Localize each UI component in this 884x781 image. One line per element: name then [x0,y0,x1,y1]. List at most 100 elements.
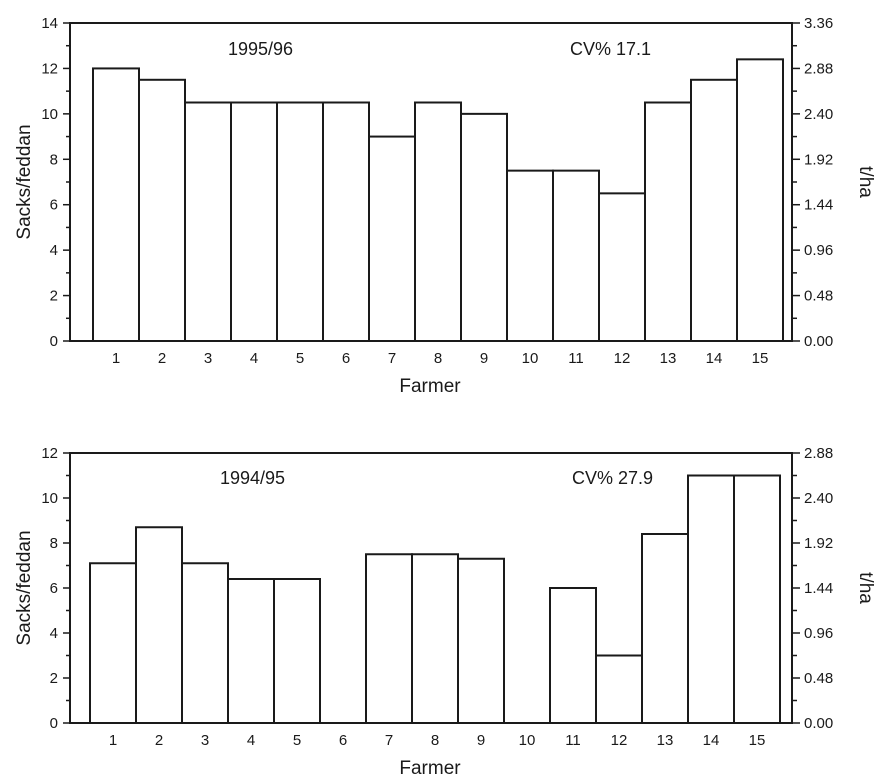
x-tick-label: 8 [431,732,439,749]
x-tick-label: 10 [519,732,536,749]
y-tick-label: 12 [41,445,58,462]
y-tick-label: 4 [50,242,58,259]
bar-farmer-3 [181,562,229,724]
bar-farmer-4 [230,101,278,342]
bar-farmer-13 [644,101,692,342]
y-tick-label: 0 [50,715,58,732]
bar-farmer-15 [736,58,784,342]
x-tick-label: 2 [158,350,166,367]
x-tick-label: 5 [296,350,304,367]
y-right-tick-label: 0.96 [804,625,833,642]
x-tick-label: 3 [201,732,209,749]
x-tick-label: 1 [109,732,117,749]
x-tick-label: 3 [204,350,212,367]
x-tick-label: 6 [342,350,350,367]
y-tick-label: 0 [50,333,58,350]
x-tick-label: 12 [611,732,628,749]
x-axis-label: Farmer [399,758,461,779]
y-right-tick-label: 1.92 [804,535,833,552]
y-tick-label: 2 [50,288,58,305]
y-right-axis-label: t/ha [855,572,876,604]
y-right-tick-label: 1.92 [804,151,833,168]
bar-farmer-11 [549,587,597,724]
y-right-tick-labels: 0.00 0.48 0.96 1.44 1.92 2.40 2.88 3.36 [804,15,833,350]
bar-farmer-9 [457,557,505,724]
bar-farmer-2 [138,78,186,343]
bar-farmer-6 [322,101,370,342]
y-right-tick-label: 0.00 [804,715,833,732]
x-axis-label: Farmer [399,376,461,397]
y-right-tick-label: 2.40 [804,490,833,507]
bar-farmer-7 [368,135,416,342]
x-tick-label: 11 [568,350,584,367]
y-tick-labels: 0 2 4 6 8 10 12 [41,445,58,732]
y-right-tick-label: 2.88 [804,60,833,77]
y-tick-label: 12 [41,60,58,77]
x-tick-label: 8 [434,350,442,367]
bar-farmer-11 [552,169,600,342]
y-tick-label: 6 [50,197,58,214]
x-tick-label: 9 [480,350,488,367]
y-right-tick-label: 0.48 [804,288,833,305]
bar-farmer-8 [411,553,459,724]
bar-farmer-9 [460,112,508,342]
x-tick-label: 13 [660,350,677,367]
y-right-tick-label: 0.48 [804,670,833,687]
bar-farmer-7 [365,553,413,724]
bar-group [89,474,781,724]
x-tick-labels: 1 2 3 4 5 6 7 8 9 10 11 12 13 14 15 [109,732,766,749]
y-right-tick-label: 1.44 [804,580,833,597]
y-tick-label: 8 [50,151,58,168]
y-right-tick-labels: 0.00 0.48 0.96 1.44 1.92 2.40 2.88 [804,445,833,732]
x-tick-label: 11 [565,732,581,749]
season-annotation: 1995/96 [228,39,293,59]
x-tick-label: 12 [614,350,631,367]
bar-farmer-1 [92,67,140,343]
y-tick-label: 14 [41,15,58,32]
x-tick-label: 10 [522,350,539,367]
y-tick-label: 8 [50,535,58,552]
y-right-tick-label: 2.88 [804,445,833,462]
x-tick-label: 13 [657,732,674,749]
season-annotation: 1994/95 [220,468,285,488]
bar-farmer-10 [506,169,554,342]
y-axis-label: Sacks/feddan [14,530,35,645]
bar-group [92,58,784,343]
x-tick-labels: 1 2 3 4 5 6 7 8 9 10 11 12 13 14 15 [112,350,769,367]
bar-farmer-14 [687,474,735,724]
y-right-tick-label: 3.36 [804,15,833,32]
bar-farmer-5 [273,578,321,724]
bar-farmer-3 [184,101,232,342]
bar-farmer-8 [414,101,462,342]
x-tick-label: 4 [247,732,255,749]
x-tick-label: 7 [385,732,393,749]
bar-farmer-12 [598,192,646,342]
bar-farmer-12 [595,654,643,724]
y-tick-label: 6 [50,580,58,597]
y-tick-label: 4 [50,625,58,642]
bar-farmer-14 [690,78,738,343]
bar-farmer-2 [135,526,183,724]
bar-farmer-5 [276,101,324,342]
x-tick-label: 14 [706,350,723,367]
y-axis-label: Sacks/feddan [14,124,35,239]
y-right-tick-label: 0.00 [804,333,833,350]
x-tick-label: 5 [293,732,301,749]
tick-marks [63,452,800,724]
x-tick-label: 7 [388,350,396,367]
x-tick-label: 6 [339,732,347,749]
cv-annotation: CV% 17.1 [570,39,651,59]
y-right-tick-label: 1.44 [804,197,833,214]
y-right-axis-label: t/ha [855,166,876,198]
y-tick-label: 10 [41,106,58,123]
x-tick-label: 2 [155,732,163,749]
x-tick-label: 9 [477,732,485,749]
tick-marks [63,22,800,342]
x-tick-label: 15 [752,350,769,367]
cv-annotation: CV% 27.9 [572,468,653,488]
x-tick-label: 15 [749,732,766,749]
x-tick-label: 14 [703,732,720,749]
chart-1994-95: 0 2 4 6 8 10 12 0.00 0.48 0.96 1.44 1.92 2.40 2.88 1… [14,445,876,779]
